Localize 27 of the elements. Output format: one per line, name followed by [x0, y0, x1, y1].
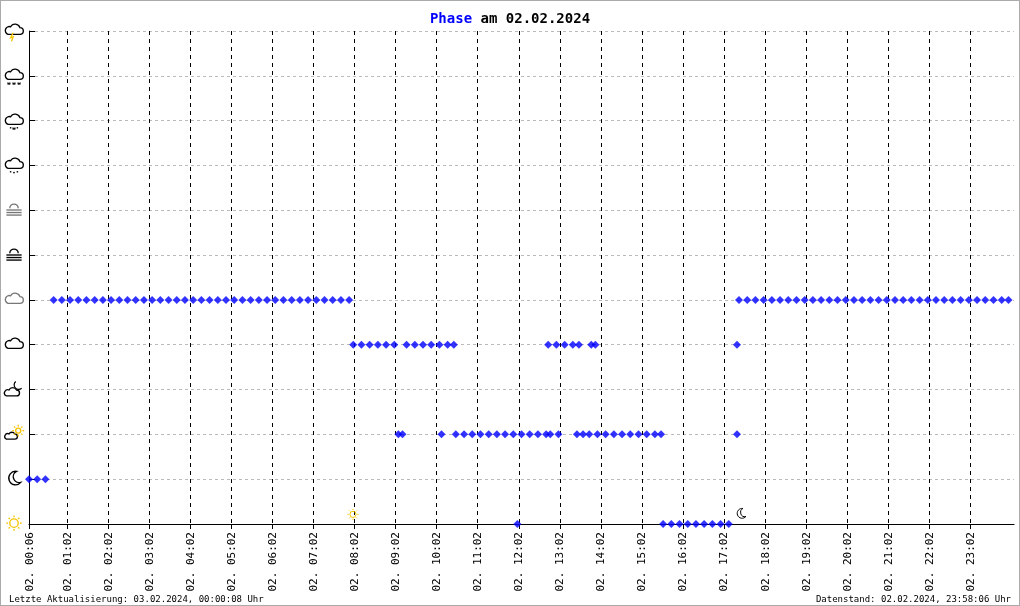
- x-tick-label: 02. 02:02: [101, 532, 115, 592]
- x-tick-label: 02. 20:02: [840, 532, 854, 592]
- x-tick-label: 02. 21:02: [881, 532, 895, 592]
- x-tick-label: 02. 09:02: [389, 532, 403, 592]
- x-tick-label: 02. 08:02: [348, 532, 362, 592]
- x-tick-label: 02. 16:02: [676, 532, 690, 592]
- x-tick-label: 02. 14:02: [594, 532, 608, 592]
- x-tick-label: 02. 17:02: [717, 532, 731, 592]
- x-tick-label: 02. 15:02: [635, 532, 649, 592]
- x-tick-label: 02. 23:02: [963, 532, 977, 592]
- x-tick-label: 02. 00:06: [22, 532, 36, 592]
- chart-title: Phase am 02.02.2024: [429, 10, 591, 26]
- x-tick-label: 02. 18:02: [758, 532, 772, 592]
- x-tick-label: 02. 05:02: [224, 532, 238, 592]
- x-tick-label: 02. 11:02: [471, 532, 485, 592]
- x-tick-label: 02. 12:02: [512, 532, 526, 592]
- x-tick-label: 02. 06:02: [266, 532, 280, 592]
- x-tick-label: 02. 01:02: [60, 532, 74, 592]
- x-tick-label: 02. 03:02: [142, 532, 156, 592]
- x-tick-label: 02. 22:02: [922, 532, 936, 592]
- text: Letzte Aktualisierung: 03.02.2024, 00:00:08 Uhr: [9, 593, 265, 604]
- x-tick-label: 02. 04:02: [183, 532, 197, 592]
- text: Datenstand: 02.02.2024, 23:58:06 Uhr: [815, 593, 1012, 604]
- x-tick-label: 02. 10:02: [430, 532, 444, 592]
- x-tick-label: 02. 19:02: [799, 532, 813, 592]
- x-tick-label: 02. 07:02: [307, 532, 321, 592]
- x-tick-label: 02. 13:02: [553, 532, 567, 592]
